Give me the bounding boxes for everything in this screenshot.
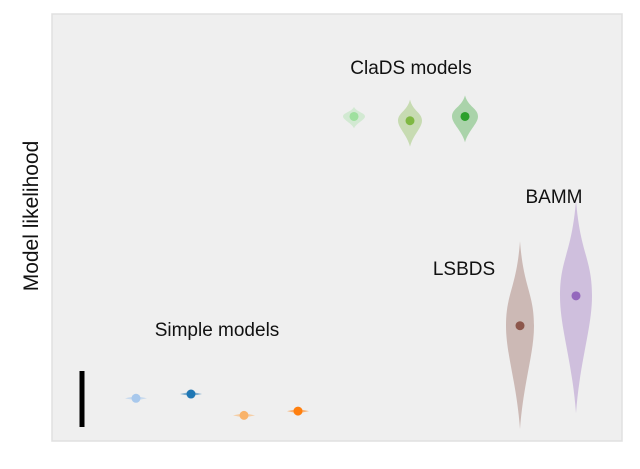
y-axis-label: Model likelihood [20,141,43,292]
median-point [239,410,249,420]
median-point [131,393,141,403]
median-point [571,291,581,301]
group-label: LSBDS [433,259,495,280]
violin-body [560,199,592,414]
group-labels: Simple models ClaDS models LSBDS BAMM [155,58,583,341]
violin-body [506,241,534,430]
median-point [349,111,359,121]
median-point [460,111,470,121]
median-point [515,321,525,331]
violin-marks [125,95,592,430]
plot-panel [51,13,623,442]
median-point [405,116,415,126]
group-label: ClaDS models [350,58,471,79]
group-label: Simple models [155,320,280,341]
group-label: BAMM [526,187,583,208]
median-point [186,389,196,399]
median-point [293,406,303,416]
